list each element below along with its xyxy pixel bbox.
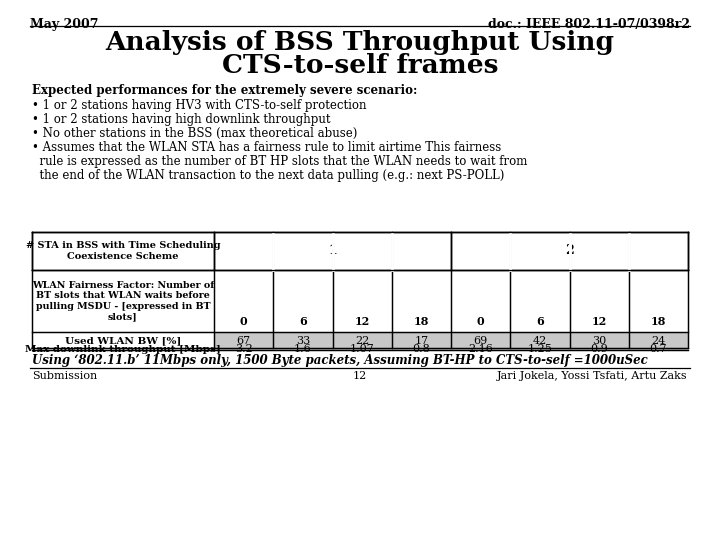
Text: 3.2: 3.2 — [235, 344, 253, 354]
Text: Max downlink throughput [Mbps]: Max downlink throughput [Mbps] — [25, 345, 221, 354]
Text: 6: 6 — [536, 316, 544, 327]
Text: CTS-to-self frames: CTS-to-self frames — [222, 53, 498, 78]
Text: # STA in BSS with Time Scheduling
Coexistence Scheme: # STA in BSS with Time Scheduling Coexis… — [26, 241, 220, 261]
Text: 1: 1 — [328, 245, 337, 258]
Text: • Assumes that the WLAN STA has a fairness rule to limit airtime This fairness: • Assumes that the WLAN STA has a fairne… — [32, 141, 501, 154]
Text: Analysis of BSS Throughput Using: Analysis of BSS Throughput Using — [106, 30, 614, 55]
Text: Using ‘802.11.b’ 11Mbps only, 1500 Byte packets, Assuming BT-HP to CTS-to-self =: Using ‘802.11.b’ 11Mbps only, 1500 Byte … — [32, 354, 648, 367]
Text: 6: 6 — [299, 316, 307, 327]
Text: the end of the WLAN transaction to the next data pulling (e.g.: next PS-POLL): the end of the WLAN transaction to the n… — [32, 169, 505, 182]
Text: 30: 30 — [592, 336, 606, 346]
Text: 24: 24 — [652, 336, 665, 346]
Text: 12: 12 — [592, 316, 607, 327]
Text: 17: 17 — [414, 336, 428, 346]
Text: Jari Jokela, Yossi Tsfati, Artu Zaks: Jari Jokela, Yossi Tsfati, Artu Zaks — [498, 371, 688, 381]
Text: 18: 18 — [651, 316, 666, 327]
Text: 42: 42 — [533, 336, 547, 346]
Text: 33: 33 — [296, 336, 310, 346]
Text: 0.7: 0.7 — [649, 344, 667, 354]
Text: 69: 69 — [474, 336, 487, 346]
Text: • 1 or 2 stations having HV3 with CTS-to-self protection: • 1 or 2 stations having HV3 with CTS-to… — [32, 99, 366, 112]
Text: Used WLAN BW [%]: Used WLAN BW [%] — [65, 336, 181, 346]
Text: 1.6: 1.6 — [294, 344, 312, 354]
Text: • No other stations in the BSS (max theoretical abuse): • No other stations in the BSS (max theo… — [32, 127, 357, 140]
Text: 2.16: 2.16 — [468, 344, 493, 354]
Text: Submission: Submission — [32, 371, 97, 381]
Text: 12: 12 — [353, 371, 367, 381]
Text: May 2007: May 2007 — [30, 18, 99, 31]
Text: WLAN Fairness Factor: Number of
BT slots that WLAN waits before
pulling MSDU - [: WLAN Fairness Factor: Number of BT slots… — [32, 281, 214, 321]
Text: 22: 22 — [355, 336, 369, 346]
Bar — [214, 332, 688, 350]
Text: • 1 or 2 stations having high downlink throughput: • 1 or 2 stations having high downlink t… — [32, 113, 330, 126]
Text: 1.07: 1.07 — [350, 344, 374, 354]
Text: 2: 2 — [565, 245, 574, 258]
Text: 0: 0 — [477, 316, 485, 327]
Text: 18: 18 — [414, 316, 429, 327]
Text: rule is expressed as the number of BT HP slots that the WLAN needs to wait from: rule is expressed as the number of BT HP… — [32, 155, 527, 168]
Text: doc.: IEEE 802.11-07/0398r2: doc.: IEEE 802.11-07/0398r2 — [488, 18, 690, 31]
Text: 67: 67 — [237, 336, 251, 346]
Text: 0.9: 0.9 — [590, 344, 608, 354]
Text: Expected performances for the extremely severe scenario:: Expected performances for the extremely … — [32, 84, 418, 97]
Text: 0.8: 0.8 — [413, 344, 431, 354]
Text: 12: 12 — [354, 316, 370, 327]
Text: 0: 0 — [240, 316, 248, 327]
Text: 1.25: 1.25 — [528, 344, 552, 354]
